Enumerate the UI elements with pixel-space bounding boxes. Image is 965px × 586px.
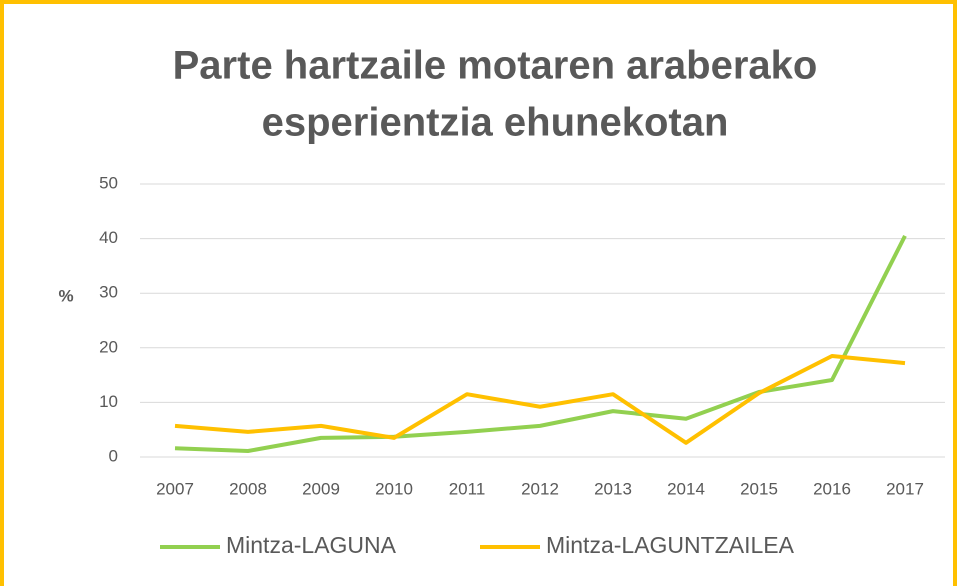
- x-tick-label: 2013: [594, 479, 632, 498]
- x-tick-label: 2014: [667, 479, 705, 498]
- x-tick-label: 2017: [886, 479, 924, 498]
- x-tick-label: 2007: [156, 479, 194, 498]
- y-tick-label: 20: [99, 337, 118, 356]
- legend-label: Mintza-LAGUNTZAILEA: [546, 532, 795, 558]
- x-tick-label: 2008: [229, 479, 267, 498]
- x-tick-label: 2012: [521, 479, 559, 498]
- x-tick-label: 2015: [740, 479, 778, 498]
- series-line: [174, 353, 906, 445]
- y-tick-label: 40: [99, 228, 118, 247]
- x-tick-label: 2010: [375, 479, 413, 498]
- y-tick-label: 30: [99, 283, 118, 302]
- x-tick-label: 2011: [449, 479, 486, 498]
- y-tick-label: 0: [109, 446, 118, 465]
- x-tick-label: 2016: [813, 479, 851, 498]
- series-line: [174, 234, 907, 453]
- y-tick-label: 50: [99, 173, 118, 192]
- chart-title: esperientzia ehunekotan: [262, 101, 729, 145]
- y-tick-label: 10: [99, 392, 118, 411]
- legend-label: Mintza-LAGUNA: [226, 532, 397, 558]
- chart-title: Parte hartzaile motaren araberako: [173, 44, 818, 88]
- x-tick-label: 2009: [302, 479, 340, 498]
- y-axis-label: %: [58, 286, 73, 305]
